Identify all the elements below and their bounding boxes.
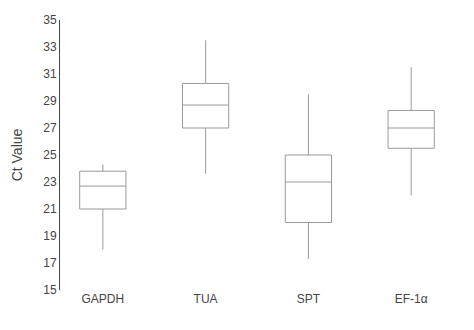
svg-text:SPT: SPT xyxy=(297,292,321,306)
svg-text:19: 19 xyxy=(43,229,57,243)
svg-text:21: 21 xyxy=(43,202,57,216)
svg-text:TUA: TUA xyxy=(194,292,218,306)
svg-text:GAPDH: GAPDH xyxy=(81,292,124,306)
svg-text:EF-1α: EF-1α xyxy=(395,292,428,306)
svg-text:31: 31 xyxy=(43,67,57,81)
svg-text:17: 17 xyxy=(43,256,57,270)
svg-text:27: 27 xyxy=(43,121,57,135)
svg-text:Ct Value: Ct Value xyxy=(9,128,25,181)
svg-text:35: 35 xyxy=(43,13,57,27)
svg-text:33: 33 xyxy=(43,40,57,54)
svg-text:23: 23 xyxy=(43,175,57,189)
svg-text:29: 29 xyxy=(43,94,57,108)
svg-text:15: 15 xyxy=(43,283,57,297)
svg-text:25: 25 xyxy=(43,148,57,162)
